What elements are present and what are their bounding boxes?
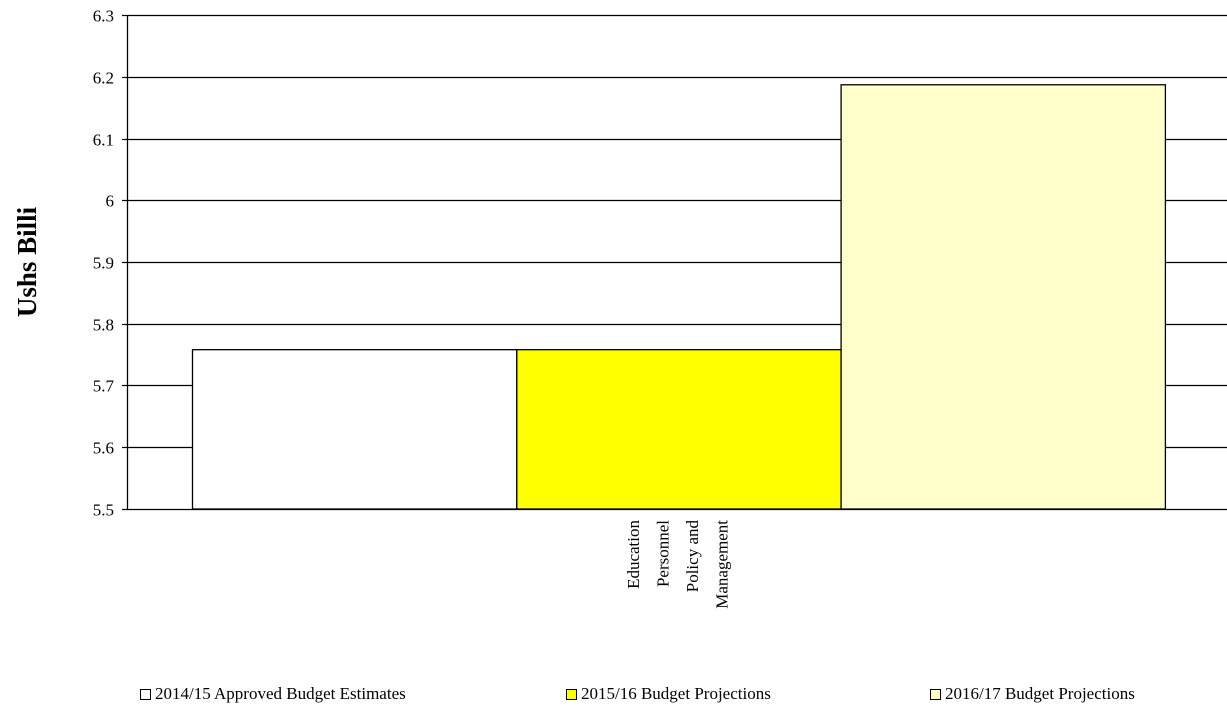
legend-swatch <box>140 688 151 700</box>
legend-swatch <box>930 688 941 700</box>
y-tick-label: 5.6 <box>93 439 114 458</box>
y-tick-label: 5.7 <box>93 377 115 396</box>
axes <box>122 14 1227 511</box>
legend-item: 2014/15 Approved Budget Estimates <box>140 684 406 704</box>
bar <box>191 349 518 510</box>
x-category-label-line: Personnel <box>654 520 673 587</box>
legend-label: 2016/17 Budget Projections <box>945 684 1135 703</box>
bar-chart: 5.5 5.6 5.7 5.8 5.9 6 6.1 6.2 6.3 Education Perso… <box>12 7 1227 609</box>
y-tick-label: 5.8 <box>93 316 114 335</box>
y-tick-labels: 5.5 5.6 5.7 5.8 5.9 6 6.1 6.2 6.3 <box>93 7 115 520</box>
y-tick-label: 5.5 <box>93 501 114 520</box>
legend-item: 2016/17 Budget Projections <box>930 684 1135 704</box>
legend: 2014/15 Approved Budget Estimates 2015/16… <box>0 684 1227 708</box>
legend-item: 2015/16 Budget Projections <box>566 684 771 704</box>
y-axis-label: Ushs Billi <box>12 206 42 317</box>
y-tick-label: 6 <box>106 192 115 211</box>
y-tick-label: 6.3 <box>93 7 114 26</box>
y-tick-label: 6.2 <box>93 69 114 88</box>
x-category-label-text: Education Personnel Policy and Management <box>624 520 732 609</box>
x-category-label-line: Management <box>713 520 732 609</box>
legend-swatch <box>566 688 577 700</box>
y-tick-label: 6.1 <box>93 131 114 150</box>
x-category-label-line: Education <box>624 520 643 589</box>
legend-label: 2015/16 Budget Projections <box>581 684 771 703</box>
legend-label: 2014/15 Approved Budget Estimates <box>155 684 406 703</box>
bar <box>516 349 842 510</box>
bars <box>191 84 1167 510</box>
x-category-label-line: Policy and <box>683 520 702 593</box>
x-category-label: Education Personnel Policy and Management <box>624 520 732 609</box>
y-tick-label: 5.9 <box>93 254 114 273</box>
bar <box>840 84 1167 510</box>
